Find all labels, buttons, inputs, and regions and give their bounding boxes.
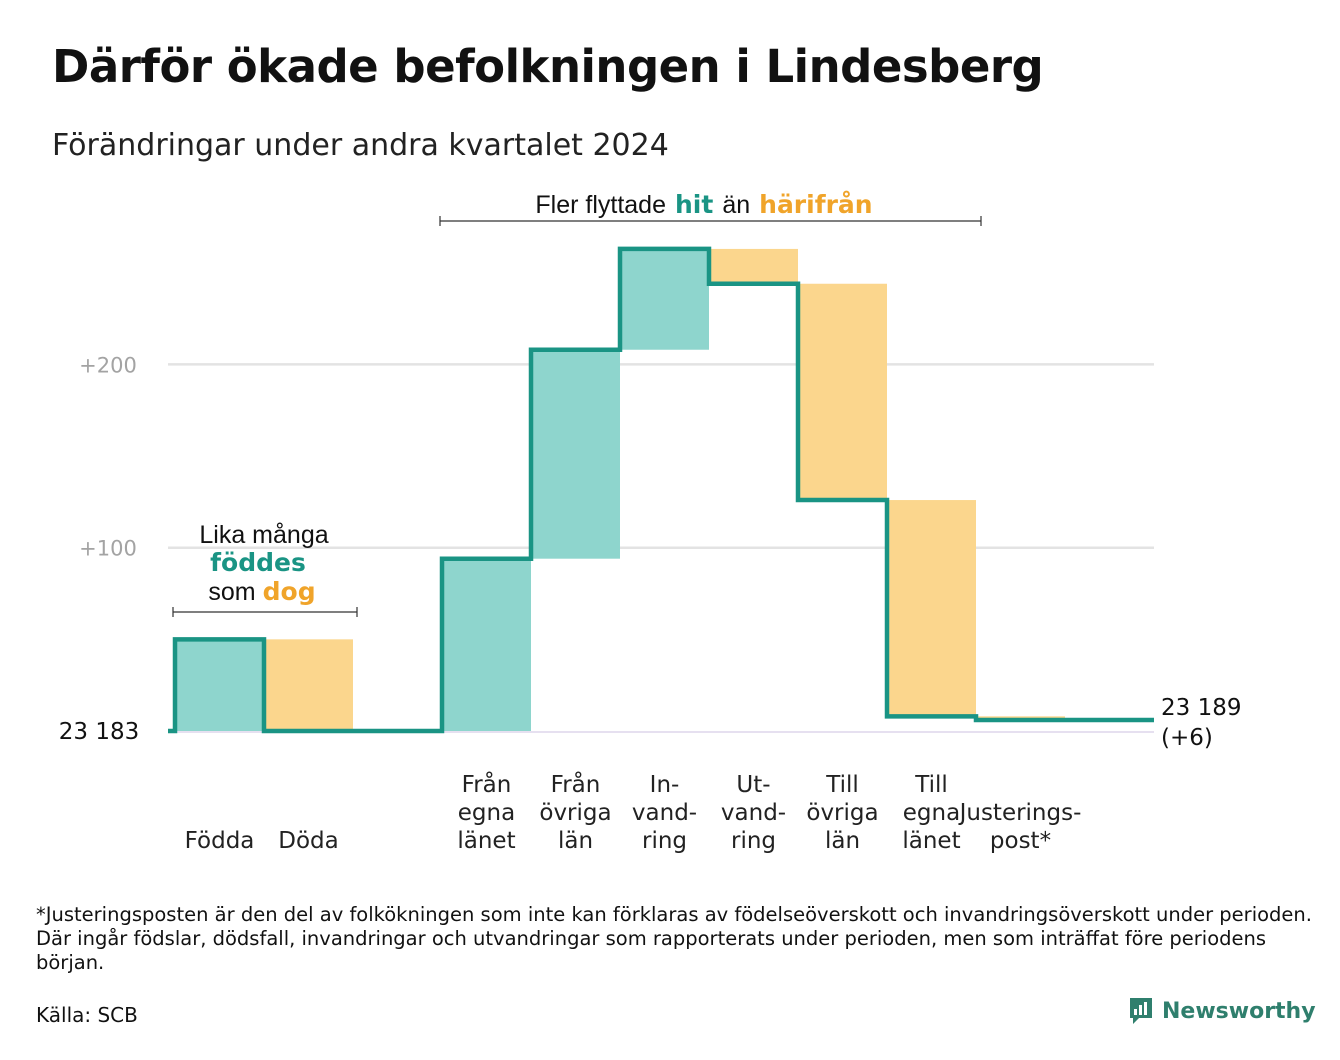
bar-frånegnalänet [442,558,531,731]
category-label: vand- [632,800,697,826]
category-label: Från [462,770,512,798]
annotation-line1: Lika många [199,521,328,549]
end-change-label: (+6) [1161,725,1213,751]
category-label: län [558,828,593,854]
category-label: Till [914,772,948,798]
category-label: övriga [806,800,878,826]
brand-logo: Newsworthy [1128,996,1316,1026]
category-label: Döda [278,828,338,854]
category-label: övriga [539,800,611,826]
end-value-label: 23 189 [1161,695,1241,721]
category-label: post* [990,828,1051,854]
bar-invandring [620,248,709,350]
chart-subtitle: Förändringar under andra kvartalet 2024 [52,128,669,163]
category-label: Från [551,770,601,798]
annotation-deaths-word: dog [263,577,316,606]
category-label: länet [457,828,515,854]
migration-mid: än [722,191,750,219]
brand-name: Newsworthy [1162,998,1316,1024]
migration-out-word: härifrån [759,190,872,219]
bar-frånövrigalän [531,349,620,559]
migration-pre: Fler flyttade [535,191,666,219]
category-label: länet [902,828,960,854]
annotation-births-word: föddes [210,548,306,577]
category-label: län [825,828,860,854]
bar-utvandring [709,248,798,284]
migration-annotation: Fler flyttade hit än härifrån [439,190,982,226]
chart-title: Därför ökade befolkningen i Lindesberg [52,40,1044,93]
migration-in-word: hit [675,190,713,219]
category-label: ring [642,828,687,854]
category-label: ring [731,828,776,854]
category-label: Justerings- [958,800,1082,826]
bars [175,248,1065,731]
birth-death-annotation: Lika många föddes som dog [172,521,358,617]
source-note: Källa: SCB [36,1003,138,1027]
category-label: egna [458,800,515,826]
annotation-line3: som dog [208,577,315,606]
footnote: *Justeringsposten är den del av folkökni… [36,903,1312,974]
category-label: In- [650,772,680,798]
category-label: vand- [721,800,786,826]
bar-döda [264,639,353,731]
category-label: Födda [185,828,255,854]
migration-annotation-text: Fler flyttade hit än härifrån [535,190,872,219]
bar-tillegnalänet [887,500,976,717]
y-tick-label: +100 [79,537,137,561]
cumulative-step-line [168,246,1154,734]
y-tick-label: +200 [79,353,137,377]
annotation-line3-pre: som [208,578,255,606]
category-label: Ut- [736,772,770,798]
bar-tillövrigalän [798,283,887,501]
start-value-label: 23 183 [59,719,139,745]
category-label: egna [903,800,960,826]
bar-födda [175,639,264,731]
step-line-group [168,246,1154,734]
category-label: Till [825,772,859,798]
newsworthy-logo-icon [1130,998,1152,1024]
